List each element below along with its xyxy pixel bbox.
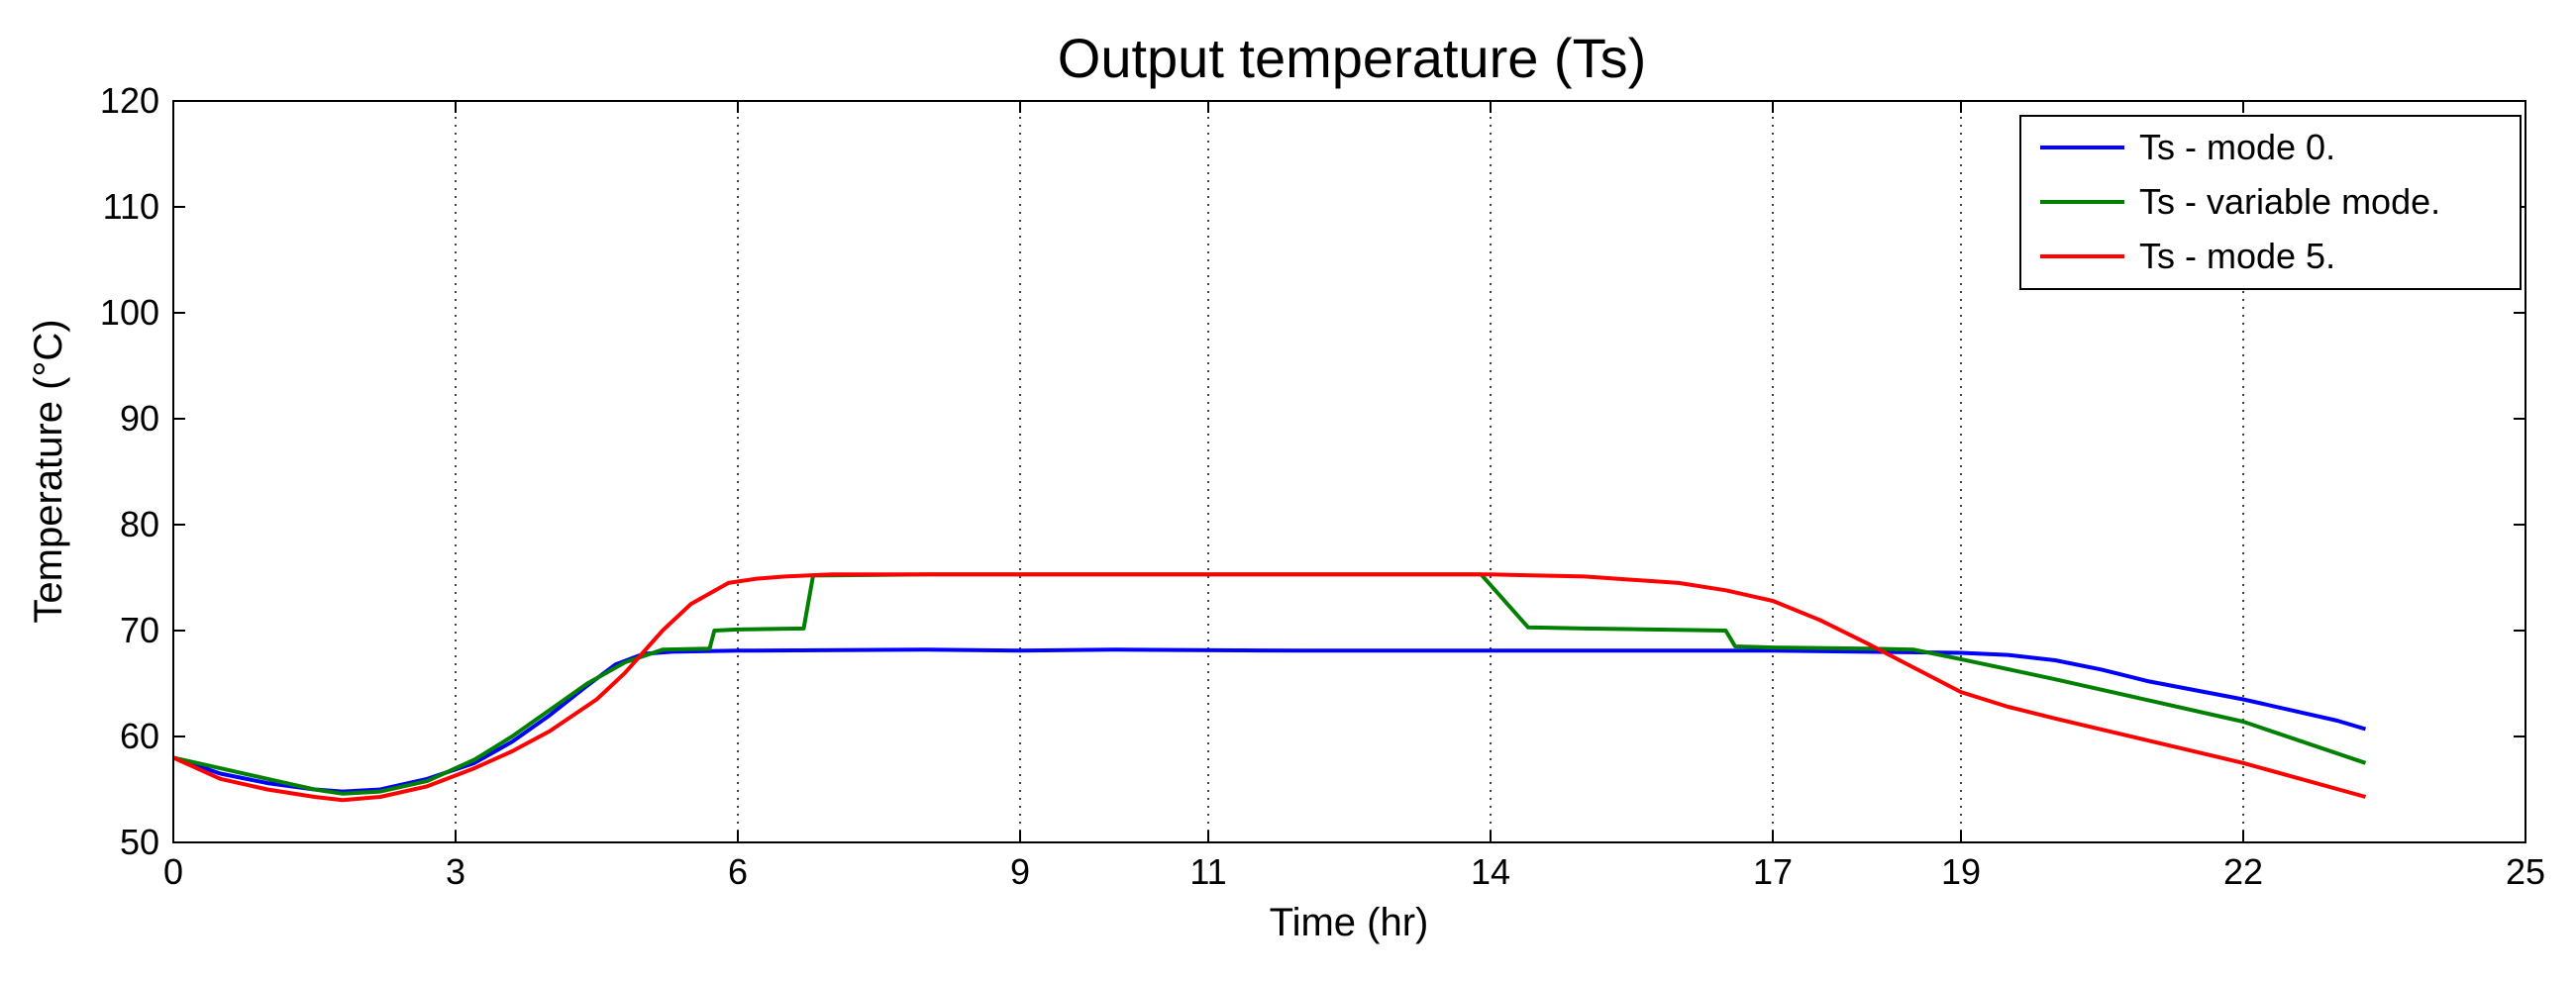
- series-line-3: [172, 572, 2367, 803]
- series-line-1: [172, 647, 2367, 794]
- x-tick-label: 9: [1010, 851, 1030, 892]
- x-tick-label: 0: [163, 851, 183, 892]
- x-tick-label: 3: [446, 851, 465, 892]
- legend-label: Ts - mode 0.: [2139, 127, 2335, 167]
- legend-label: Ts - variable mode.: [2139, 181, 2440, 222]
- grid-lines: [455, 101, 2244, 842]
- y-tick-label: 50: [120, 822, 159, 862]
- x-tick-label: 19: [1941, 851, 1981, 892]
- x-tick-label: 25: [2506, 851, 2545, 892]
- chart-title: Output temperature (Ts): [1058, 27, 1646, 89]
- y-axis-ticks: 50 60 70 80 90 100 110 120: [100, 80, 2525, 862]
- x-tick-label: 6: [728, 851, 748, 892]
- series-group: [172, 572, 2367, 803]
- legend: Ts - mode 0. Ts - variable mode. Ts - mode…: [2019, 115, 2522, 290]
- y-tick-label: 120: [100, 80, 159, 121]
- x-axis-label: Time (hr): [1270, 901, 1429, 944]
- y-tick-label: 110: [103, 186, 159, 227]
- plot-frame: [172, 100, 2526, 843]
- y-axis-label: Temperature (°C): [27, 319, 70, 623]
- y-tick-label: 60: [120, 716, 159, 756]
- x-axis-ticks: 0 3 6 9 11 14 17 19 22 25: [163, 101, 2545, 892]
- y-tick-label: 90: [120, 398, 159, 439]
- y-tick-label: 100: [100, 292, 159, 333]
- y-tick-label: 80: [120, 504, 159, 544]
- x-tick-label: 14: [1471, 851, 1510, 892]
- series-line-2: [172, 572, 2367, 796]
- y-tick-label: 70: [120, 610, 159, 650]
- x-tick-label: 22: [2223, 851, 2263, 892]
- x-tick-label: 11: [1189, 851, 1226, 892]
- legend-label: Ts - mode 5.: [2139, 236, 2335, 276]
- x-tick-label: 17: [1753, 851, 1793, 892]
